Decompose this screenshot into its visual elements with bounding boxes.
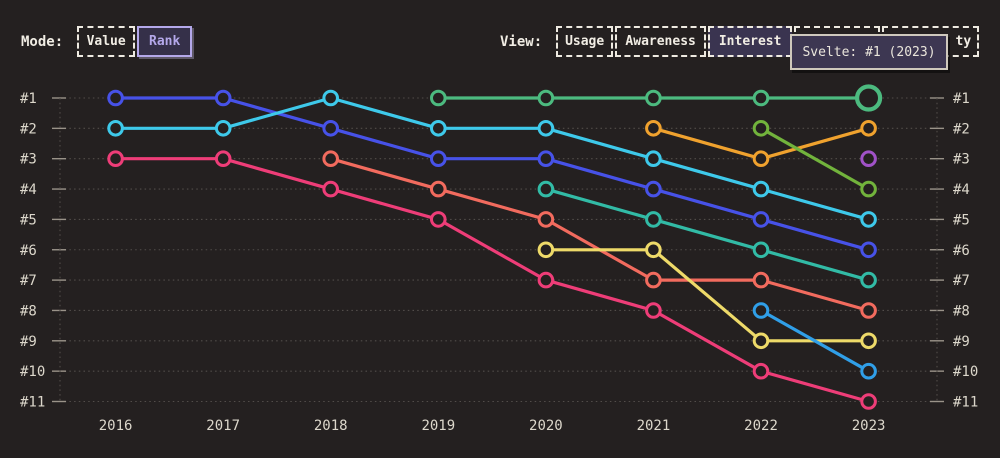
right-rank-label: #6 — [953, 243, 970, 259]
year-label-2018: 2018 — [314, 418, 348, 434]
data-point-cyan-2023[interactable] — [860, 211, 877, 228]
data-point-rose-pink-2022[interactable] — [752, 362, 770, 380]
data-point-yellow-2023[interactable] — [860, 332, 877, 350]
data-point-teal-2020[interactable] — [537, 180, 555, 198]
data-point-coral-2023[interactable] — [860, 302, 877, 319]
year-label-2022: 2022 — [744, 418, 778, 434]
data-point-teal-2022[interactable] — [752, 241, 770, 259]
right-rank-label: #2 — [953, 121, 970, 137]
data-point-royal-blue-2016[interactable] — [107, 89, 124, 107]
data-point-royal-blue-2023[interactable] — [860, 241, 877, 259]
year-label-2019: 2019 — [421, 418, 455, 434]
right-rank-label: #8 — [953, 303, 970, 319]
data-point-green-svelte-2020[interactable] — [537, 89, 555, 107]
data-point-cyan-2022[interactable] — [752, 180, 770, 198]
year-label-2016: 2016 — [99, 418, 133, 434]
left-rank-label: #6 — [20, 243, 37, 259]
left-rank-label: #5 — [20, 212, 37, 228]
data-point-coral-2020[interactable] — [537, 211, 555, 228]
data-point-teal-2023[interactable] — [860, 271, 877, 289]
chart-tooltip: Svelte: #1 (2023) — [790, 34, 948, 70]
right-rank-label: #10 — [953, 364, 978, 380]
mode-rank-button[interactable]: Rank — [137, 26, 193, 57]
left-rank-label: #8 — [20, 303, 37, 319]
view-awareness-button[interactable]: Awareness — [615, 26, 707, 57]
left-rank-label: #2 — [20, 121, 37, 137]
data-point-royal-blue-2019[interactable] — [430, 150, 447, 167]
data-point-rose-pink-2016[interactable] — [107, 150, 124, 167]
right-rank-label: #5 — [953, 212, 970, 228]
data-point-royal-blue-2017[interactable] — [214, 89, 232, 107]
data-point-coral-2018[interactable] — [322, 150, 340, 167]
mode-value-button[interactable]: Value — [77, 26, 136, 57]
left-rank-label: #11 — [20, 395, 45, 411]
data-point-cyan-2018[interactable] — [322, 89, 340, 107]
data-point-green-svelte-2023[interactable] — [854, 84, 883, 112]
series-line-lime-green — [759, 126, 871, 191]
right-rank-label: #4 — [953, 182, 970, 198]
view-label: View: — [500, 33, 543, 50]
data-point-royal-blue-2022[interactable] — [752, 211, 770, 228]
data-point-green-svelte-2019[interactable] — [430, 89, 447, 107]
left-rank-label: #3 — [20, 152, 37, 168]
mode-control-group: Mode: Value Rank — [21, 26, 193, 57]
data-point-royal-blue-2020[interactable] — [537, 150, 555, 167]
view-interest-button[interactable]: Interest — [708, 26, 793, 57]
right-rank-label: #1 — [953, 91, 970, 107]
data-point-rose-pink-2019[interactable] — [430, 211, 447, 228]
data-point-cyan-2016[interactable] — [107, 120, 124, 137]
data-point-rose-pink-2018[interactable] — [322, 180, 340, 198]
data-point-coral-2019[interactable] — [430, 180, 447, 198]
data-point-rose-pink-2021[interactable] — [645, 302, 662, 319]
left-rank-label: #4 — [20, 182, 37, 198]
data-point-coral-2021[interactable] — [645, 271, 662, 289]
mode-label: Mode: — [21, 33, 64, 50]
left-rank-label: #10 — [20, 364, 45, 380]
data-point-rose-pink-2020[interactable] — [537, 271, 555, 289]
year-label-2017: 2017 — [206, 418, 240, 434]
left-rank-label: #1 — [20, 91, 37, 107]
series-line-coral — [329, 157, 871, 313]
data-point-rose-pink-2023[interactable] — [860, 393, 877, 410]
data-point-coral-2022[interactable] — [752, 271, 770, 289]
right-rank-label: #11 — [953, 395, 978, 411]
data-point-green-svelte-2021[interactable] — [645, 89, 662, 107]
data-point-royal-blue-2018[interactable] — [322, 120, 340, 137]
data-point-yellow-2020[interactable] — [537, 241, 555, 259]
data-point-cyan-2019[interactable] — [430, 120, 447, 137]
left-rank-label: #9 — [20, 334, 37, 350]
right-rank-label: #7 — [953, 273, 970, 289]
data-point-cyan-2021[interactable] — [645, 150, 662, 167]
data-point-lime-green-2022[interactable] — [752, 120, 770, 137]
series-line-rose-pink — [113, 157, 871, 404]
data-point-orange-2021[interactable] — [645, 120, 662, 137]
series-line-sky-blue — [759, 308, 871, 373]
data-point-yellow-2022[interactable] — [752, 332, 770, 350]
data-point-sky-blue-2023[interactable] — [860, 362, 877, 380]
view-usage-button[interactable]: Usage — [556, 26, 614, 57]
series-line-royal-blue — [113, 96, 871, 252]
series-line-teal — [544, 187, 871, 282]
right-rank-label: #3 — [953, 152, 970, 168]
year-label-2023: 2023 — [852, 418, 886, 434]
data-point-sky-blue-2022[interactable] — [752, 302, 770, 319]
data-point-orange-2023[interactable] — [860, 120, 877, 137]
data-point-cyan-2017[interactable] — [214, 120, 232, 137]
data-point-royal-blue-2021[interactable] — [645, 180, 662, 198]
data-point-purple-2023[interactable] — [860, 150, 877, 167]
series-line-cyan — [113, 96, 871, 221]
right-rank-label: #9 — [953, 334, 970, 350]
data-point-lime-green-2023[interactable] — [860, 180, 877, 198]
data-point-orange-2022[interactable] — [752, 150, 770, 167]
data-point-green-svelte-2022[interactable] — [752, 89, 770, 107]
data-point-teal-2021[interactable] — [645, 211, 662, 228]
year-label-2021: 2021 — [637, 418, 671, 434]
data-point-cyan-2020[interactable] — [537, 120, 555, 137]
data-point-rose-pink-2017[interactable] — [214, 150, 232, 167]
data-point-yellow-2021[interactable] — [645, 241, 662, 259]
left-rank-label: #7 — [20, 273, 37, 289]
year-label-2020: 2020 — [529, 418, 563, 434]
